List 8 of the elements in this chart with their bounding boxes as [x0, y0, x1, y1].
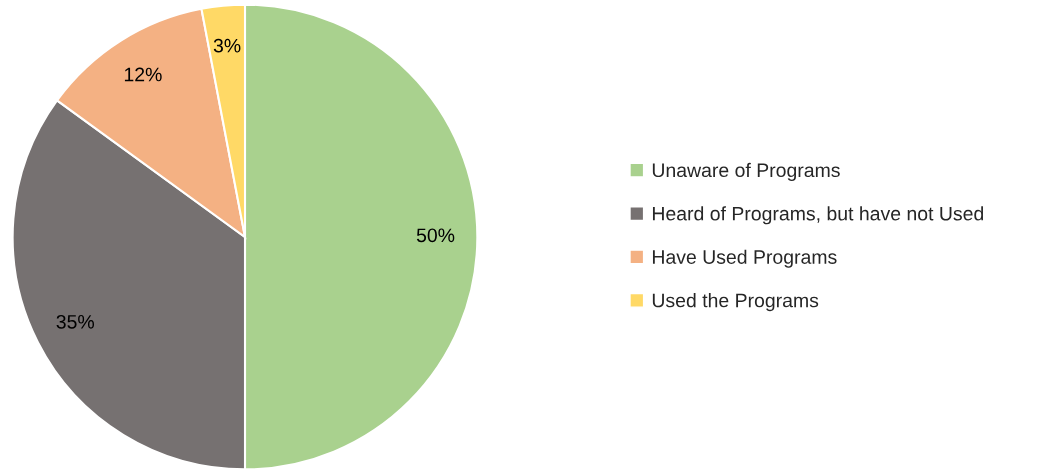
- legend-label: Heard of Programs, but have not Used: [652, 206, 984, 225]
- data-label: 35%: [56, 314, 94, 329]
- legend-label: Unaware of Programs: [652, 162, 840, 181]
- legend-label: Used the Programs: [652, 293, 819, 312]
- data-label: 3%: [213, 38, 241, 53]
- data-label: 12%: [124, 67, 162, 82]
- data-label: 50%: [416, 228, 455, 243]
- legend-label: Have Used Programs: [652, 249, 837, 268]
